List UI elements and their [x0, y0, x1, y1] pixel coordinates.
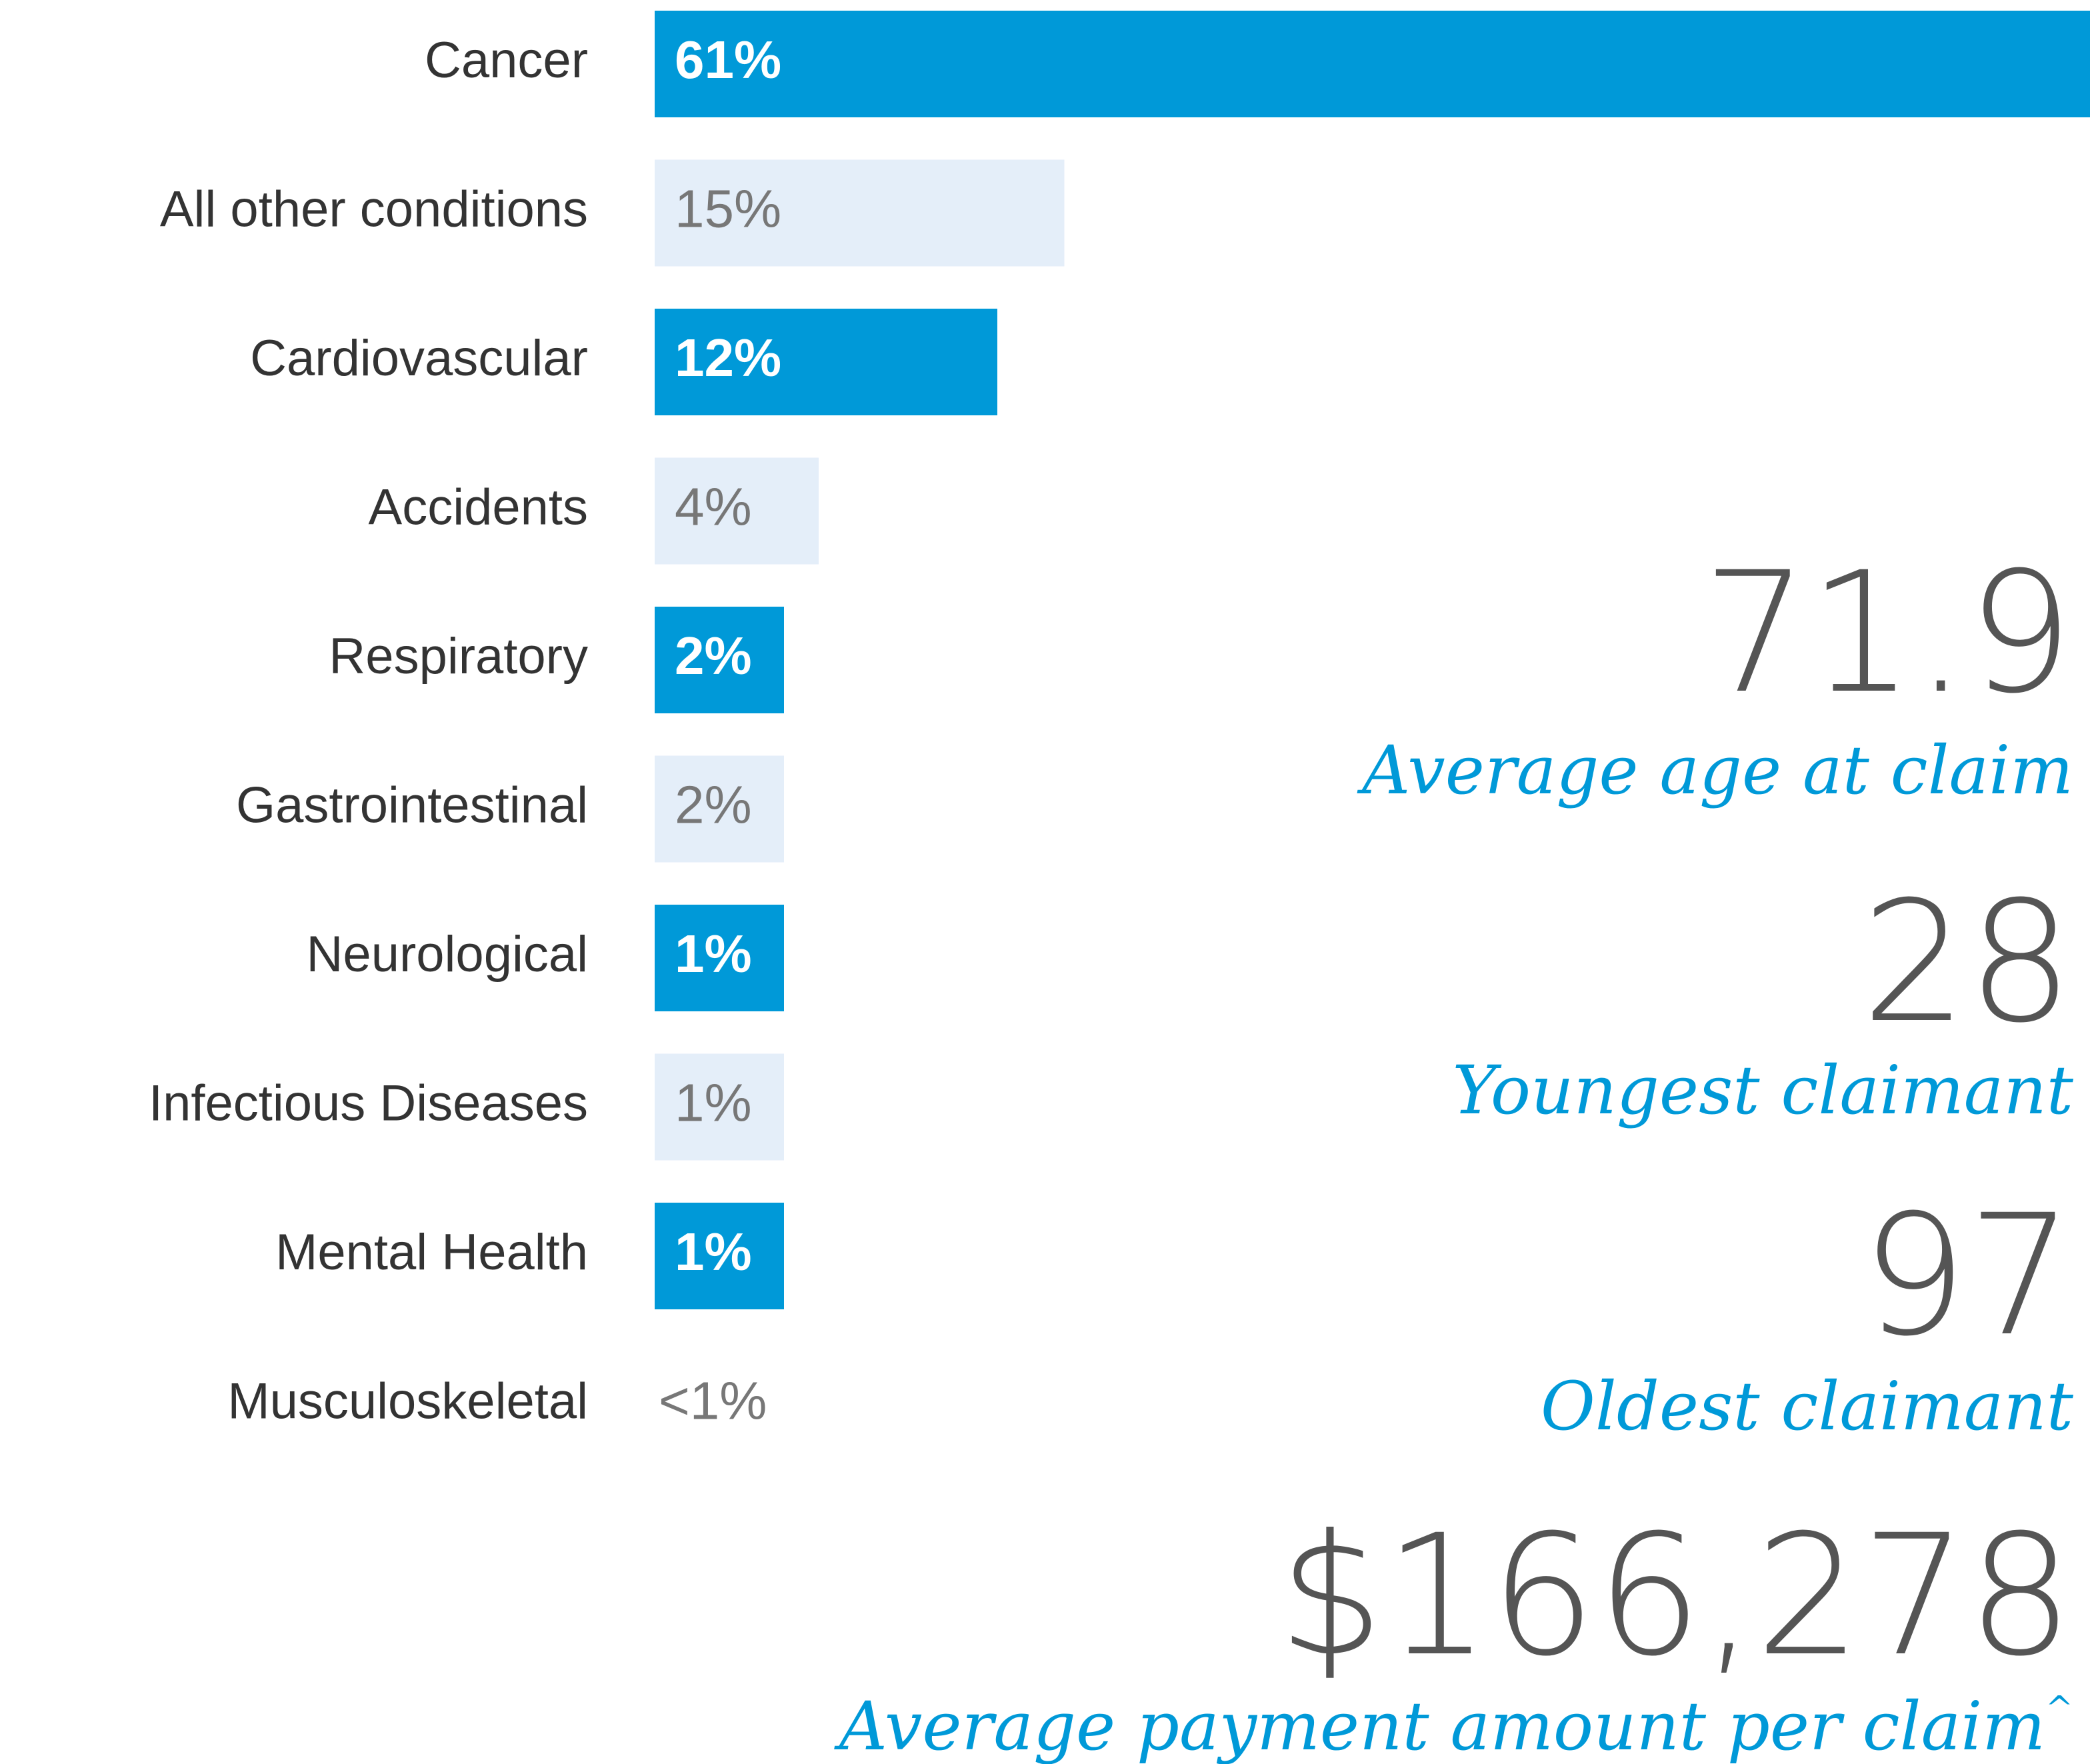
category-label: Musculoskeletal — [227, 1373, 588, 1430]
stat-value: 71.9 — [1702, 536, 2073, 730]
value-label: 2% — [675, 775, 752, 835]
value-label: 61% — [675, 30, 781, 89]
bar — [655, 1053, 784, 1161]
value-label: 1% — [675, 924, 752, 983]
value-label: 1% — [675, 1222, 752, 1281]
stat-caption: Average age at claim — [1357, 731, 2073, 809]
caption-text: Average payment amount per claim — [834, 1687, 2045, 1764]
caption-text: Oldest claimant — [1541, 1367, 2074, 1445]
category-label: Cardiovascular — [250, 330, 588, 387]
stat-value: $166,278 — [1278, 1499, 2073, 1693]
value-label: 2% — [675, 626, 752, 685]
bar — [655, 309, 997, 415]
footnote-mark: ^ — [2045, 1689, 2073, 1727]
bar — [655, 457, 819, 565]
category-label: Infectious Diseases — [149, 1075, 588, 1132]
stat-value: 28 — [1861, 865, 2073, 1059]
category-label: Neurological — [307, 926, 588, 983]
bar — [655, 755, 784, 863]
category-label: Gastrointestinal — [236, 777, 588, 834]
stat-caption: Youngest claimant — [1453, 1051, 2074, 1129]
value-label: 4% — [675, 477, 752, 537]
category-label: Cancer — [425, 32, 588, 89]
category-label: Accidents — [369, 479, 589, 536]
category-label: All other conditions — [160, 181, 588, 238]
caption-text: Average age at claim — [1357, 731, 2073, 809]
caption-text: Youngest claimant — [1453, 1051, 2074, 1129]
value-label: 1% — [675, 1073, 752, 1133]
category-label: Mental Health — [275, 1224, 588, 1281]
stat-caption: Average payment amount per claim^ — [834, 1687, 2073, 1764]
value-label: 12% — [675, 328, 781, 387]
stat-value: 97 — [1861, 1179, 2073, 1373]
bar — [655, 607, 784, 713]
bar — [655, 1203, 784, 1309]
value-label: 15% — [675, 179, 781, 239]
category-label: Respiratory — [329, 628, 588, 685]
stat-caption: Oldest claimant — [1541, 1367, 2074, 1445]
bar — [655, 11, 2090, 117]
value-label: <1% — [659, 1371, 767, 1431]
bar — [655, 905, 784, 1011]
bar — [655, 159, 1065, 267]
